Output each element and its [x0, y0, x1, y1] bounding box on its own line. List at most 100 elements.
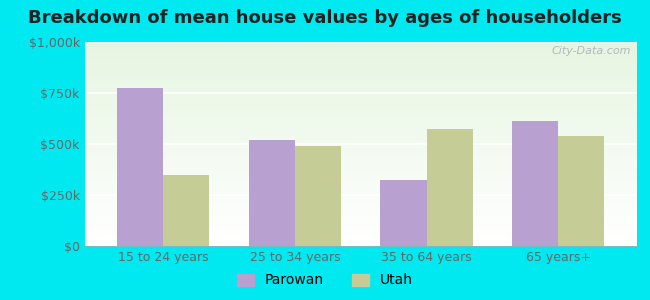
- Bar: [84, 225, 637, 226]
- Bar: [84, 237, 637, 238]
- Bar: [84, 77, 637, 78]
- Bar: [84, 99, 637, 100]
- Bar: [84, 55, 637, 56]
- Bar: [558, 136, 604, 246]
- Bar: [84, 199, 637, 200]
- Bar: [84, 191, 637, 192]
- Bar: [84, 157, 637, 158]
- Bar: [84, 110, 637, 111]
- Bar: [84, 129, 637, 130]
- Bar: [84, 68, 637, 70]
- Bar: [84, 205, 637, 206]
- Bar: [84, 122, 637, 123]
- Bar: [84, 151, 637, 152]
- Bar: [84, 50, 637, 51]
- Bar: [84, 137, 637, 138]
- Bar: [84, 231, 637, 232]
- Bar: [426, 129, 473, 246]
- Bar: [84, 220, 637, 221]
- Bar: [84, 93, 637, 94]
- Text: City-Data.com: City-Data.com: [552, 46, 632, 56]
- Bar: [84, 91, 637, 92]
- Bar: [84, 188, 637, 189]
- Bar: [84, 140, 637, 141]
- Bar: [84, 185, 637, 186]
- Bar: [249, 140, 295, 246]
- Bar: [84, 135, 637, 136]
- Bar: [84, 106, 637, 107]
- Bar: [84, 208, 637, 209]
- Bar: [84, 92, 637, 93]
- Bar: [84, 226, 637, 228]
- Bar: [84, 84, 637, 85]
- Bar: [84, 86, 637, 87]
- Bar: [84, 182, 637, 183]
- Bar: [84, 112, 637, 113]
- Bar: [84, 56, 637, 57]
- Bar: [84, 169, 637, 170]
- Text: Breakdown of mean house values by ages of householders: Breakdown of mean house values by ages o…: [28, 9, 622, 27]
- Bar: [84, 144, 637, 145]
- Bar: [84, 180, 637, 181]
- Bar: [84, 134, 637, 135]
- Bar: [84, 198, 637, 199]
- Bar: [84, 87, 637, 88]
- Bar: [84, 239, 637, 240]
- Bar: [84, 61, 637, 62]
- Bar: [84, 130, 637, 131]
- Bar: [84, 88, 637, 89]
- Bar: [84, 244, 637, 245]
- Bar: [84, 240, 637, 241]
- Bar: [84, 216, 637, 217]
- Bar: [84, 47, 637, 48]
- Bar: [84, 150, 637, 151]
- Bar: [84, 215, 637, 216]
- Bar: [84, 162, 637, 164]
- Bar: [84, 63, 637, 64]
- Bar: [84, 53, 637, 54]
- Bar: [84, 131, 637, 132]
- Bar: [84, 94, 637, 95]
- Bar: [84, 62, 637, 63]
- Bar: [84, 158, 637, 159]
- Bar: [84, 79, 637, 80]
- Bar: [84, 48, 637, 49]
- Bar: [84, 152, 637, 153]
- Bar: [84, 90, 637, 91]
- Bar: [84, 58, 637, 59]
- Bar: [84, 197, 637, 198]
- Bar: [84, 206, 637, 207]
- Bar: [84, 89, 637, 90]
- Bar: [84, 107, 637, 108]
- Bar: [84, 212, 637, 213]
- Bar: [84, 241, 637, 242]
- Bar: [84, 132, 637, 133]
- Bar: [84, 213, 637, 214]
- Bar: [84, 245, 637, 246]
- Bar: [84, 170, 637, 172]
- Bar: [84, 105, 637, 106]
- Bar: [84, 172, 637, 174]
- Bar: [84, 190, 637, 191]
- Bar: [84, 100, 637, 101]
- Bar: [84, 175, 637, 176]
- Bar: [84, 149, 637, 150]
- Bar: [84, 186, 637, 187]
- Bar: [84, 116, 637, 118]
- Bar: [84, 210, 637, 211]
- Bar: [295, 146, 341, 246]
- Bar: [84, 103, 637, 104]
- Bar: [84, 59, 637, 60]
- Bar: [84, 177, 637, 178]
- Bar: [84, 207, 637, 208]
- Bar: [84, 98, 637, 99]
- Bar: [84, 179, 637, 180]
- Bar: [84, 155, 637, 156]
- Bar: [84, 104, 637, 105]
- Bar: [84, 201, 637, 202]
- Bar: [84, 142, 637, 143]
- Bar: [84, 169, 637, 170]
- Bar: [84, 195, 637, 196]
- Bar: [84, 194, 637, 195]
- Bar: [84, 118, 637, 119]
